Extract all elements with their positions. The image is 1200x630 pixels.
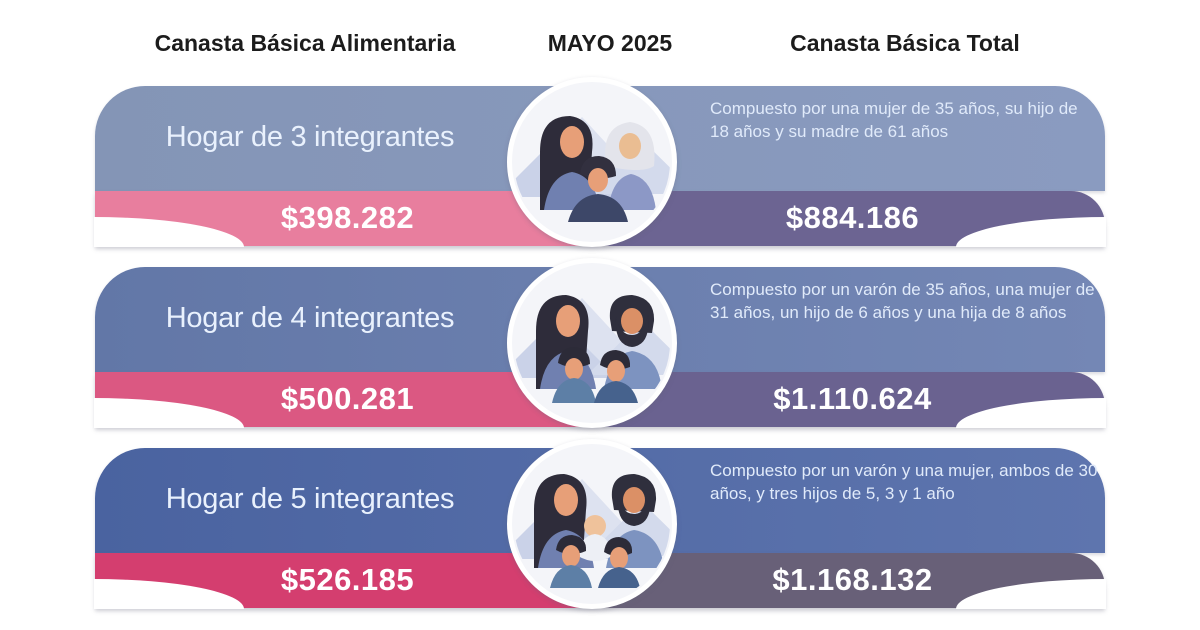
row-hogar-4: $500.281 $1.110.624 Hogar de 4 integrant… [94, 258, 1106, 428]
cbt-price: $884.186 [785, 200, 920, 235]
cba-price: $500.281 [280, 381, 415, 416]
family-of-3-icon [507, 77, 677, 247]
cba-price: $398.282 [280, 200, 415, 235]
cba-price-banner: $526.185 [94, 553, 600, 609]
household-description: Compuesto por una mujer de 35 años, su h… [710, 99, 1078, 141]
header-cba-title: Canasta Básica Alimentaria [154, 30, 456, 56]
header-cbt-title: Canasta Básica Total [790, 30, 1020, 56]
cbt-price: $1.168.132 [772, 562, 933, 597]
row-hogar-5: $526.185 $1.168.132 Hogar de 5 integrant… [94, 439, 1106, 609]
family-of-4-icon [507, 258, 677, 428]
cbt-price: $1.110.624 [773, 381, 932, 416]
header: Canasta Básica Alimentaria MAYO 2025 Can… [0, 30, 1200, 62]
cbt-price-banner: $1.110.624 [600, 372, 1106, 428]
row-hogar-3: $398.282 $884.186 Hogar de 3 integrantes… [94, 77, 1106, 247]
cba-price: $526.185 [280, 562, 415, 597]
header-month-title: MAYO 2025 [547, 30, 673, 56]
cbt-price-banner: $1.168.132 [600, 553, 1106, 609]
household-description: Compuesto por un varón de 35 años, una m… [710, 280, 1095, 322]
cbt-price-banner: $884.186 [600, 191, 1106, 247]
household-label: Hogar de 3 integrantes [165, 121, 455, 153]
family-of-5-icon [507, 439, 677, 609]
household-label: Hogar de 5 integrantes [165, 483, 455, 515]
household-description: Compuesto por un varón y una mujer, ambo… [710, 461, 1098, 503]
household-label: Hogar de 4 integrantes [165, 302, 455, 334]
